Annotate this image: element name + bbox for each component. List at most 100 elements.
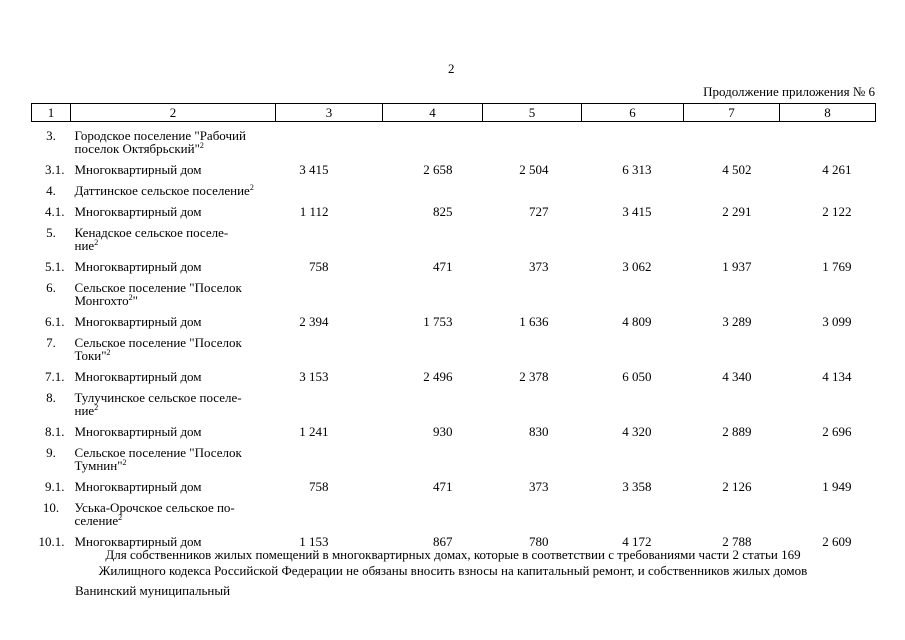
value-cell: 2 504 [519, 162, 549, 177]
header-cell: 6 [581, 103, 684, 122]
value-cell: 2 378 [519, 369, 549, 384]
empty-cell [276, 277, 383, 311]
empty-cell [780, 387, 876, 421]
empty-cell [684, 332, 780, 366]
value-cell: 4 340 [722, 369, 752, 384]
item-name: Многоквартирный дом [74, 259, 202, 274]
value-cell: 2 609 [822, 534, 852, 549]
group-title: Сельское поселение "Поселок Токи"2 [71, 332, 276, 366]
header-cell: 4 [382, 103, 483, 122]
empty-cell [582, 122, 684, 160]
empty-cell [483, 222, 582, 256]
title-line: селение2 [74, 513, 123, 528]
empty-cell [383, 442, 483, 476]
item-name: Многоквартирный дом [74, 204, 202, 219]
title-line: Сельское поселение "Поселок [74, 280, 242, 295]
value-cell: 2 658 [423, 162, 453, 177]
value-cell: 3 153 [299, 369, 329, 384]
item-number: 5.1. [45, 259, 65, 274]
empty-cell [276, 222, 383, 256]
title-line: Уська-Орочское сельское по- [74, 500, 235, 515]
value-cell: 6 313 [622, 162, 652, 177]
footer-line: Для собственников жилых помещений в мног… [105, 547, 801, 562]
item-name: Многоквартирный дом [74, 162, 202, 177]
empty-cell [582, 387, 684, 421]
empty-cell [483, 332, 582, 366]
empty-cell [483, 387, 582, 421]
group-title: Сельское поселение "Поселок Тумнин"2 [71, 442, 276, 476]
empty-cell [383, 497, 483, 531]
empty-cell [582, 277, 684, 311]
value-cell: 2 394 [299, 314, 329, 329]
item-row: 6.1. Многоквартирный дом 2 394 1 753 1 636 4 … [32, 311, 876, 332]
footnote-mark: 2 [128, 293, 133, 302]
item-number: 8.1. [45, 424, 65, 439]
value-cell: 4 172 [622, 534, 652, 549]
group-row: 4. Даттинское сельское поселение2 [32, 180, 876, 201]
item-name: Многоквартирный дом [74, 369, 202, 384]
group-number: 3. [46, 128, 56, 143]
value-cell: 1 937 [722, 259, 752, 274]
group-number: 7. [46, 335, 56, 350]
page-number: 2 [448, 61, 455, 76]
title-line: Даттинское сельское поселение2 [74, 183, 254, 198]
group-title: Даттинское сельское поселение2 [71, 180, 276, 201]
group-number: 5. [46, 225, 56, 240]
footnote-mark: 2 [199, 141, 204, 150]
value-cell: 1 949 [822, 479, 852, 494]
group-row: 6. Сельское поселение "Поселок Монгохто2" [32, 277, 876, 311]
value-cell: 2 126 [722, 479, 752, 494]
subtitle: Продолжение приложения № 6 [703, 84, 875, 99]
value-cell: 1 769 [822, 259, 852, 274]
item-number: 9.1. [45, 479, 65, 494]
empty-cell [383, 180, 483, 201]
item-row: 8.1. Многоквартирный дом 1 241 930 830 4 320 2… [32, 421, 876, 442]
group-title: Городское поселение "Рабочий поселок Октя… [71, 122, 276, 160]
item-row: 5.1. Многоквартирный дом 758 471 373 3 062 1 9… [32, 256, 876, 277]
empty-cell [483, 122, 582, 160]
header-cell: 8 [779, 103, 876, 122]
empty-cell [780, 180, 876, 201]
value-cell: 4 502 [722, 162, 752, 177]
title-line: Сельское поселение "Поселок [74, 335, 242, 350]
value-cell: 930 [433, 424, 453, 439]
group-number: 10. [42, 500, 60, 515]
value-cell: 780 [529, 534, 549, 549]
value-cell: 758 [309, 259, 329, 274]
title-tail: " [132, 293, 138, 308]
empty-cell [276, 180, 383, 201]
footnote-mark: 2 [118, 513, 123, 522]
value-cell: 867 [433, 534, 453, 549]
group-number: 6. [46, 280, 56, 295]
value-cell: 1 241 [299, 424, 329, 439]
value-cell: 2 889 [722, 424, 752, 439]
empty-cell [780, 497, 876, 531]
table-body: 3. Городское поселение "Рабочий поселок Ок… [32, 122, 876, 553]
value-cell: 2 122 [822, 204, 852, 219]
value-cell: 1 153 [299, 534, 329, 549]
value-cell: 1 636 [519, 314, 549, 329]
empty-cell [276, 122, 383, 160]
item-number: 3.1. [45, 162, 65, 177]
value-cell: 3 415 [622, 204, 652, 219]
value-cell: 3 289 [722, 314, 752, 329]
item-row: 4.1. Многоквартирный дом 1 112 825 727 3 415 2… [32, 201, 876, 222]
group-title: Сельское поселение "Поселок Монгохто2" [71, 277, 276, 311]
value-cell: 727 [529, 204, 549, 219]
empty-cell [276, 497, 383, 531]
value-cell: 2 496 [423, 369, 453, 384]
title-line: поселок Октябрьский"2 [74, 141, 204, 156]
group-number: 4. [46, 183, 56, 198]
group-row: 8. Тулучинское сельское поселе-ние2 [32, 387, 876, 421]
value-cell: 1 112 [299, 204, 329, 219]
title-line: ние2 [74, 238, 99, 253]
empty-cell [684, 222, 780, 256]
empty-cell [684, 387, 780, 421]
empty-cell [582, 497, 684, 531]
group-title: Кенадское сельское поселе-ние2 [71, 222, 276, 256]
item-number: 10.1. [38, 534, 65, 549]
item-name: Многоквартирный дом [74, 479, 202, 494]
